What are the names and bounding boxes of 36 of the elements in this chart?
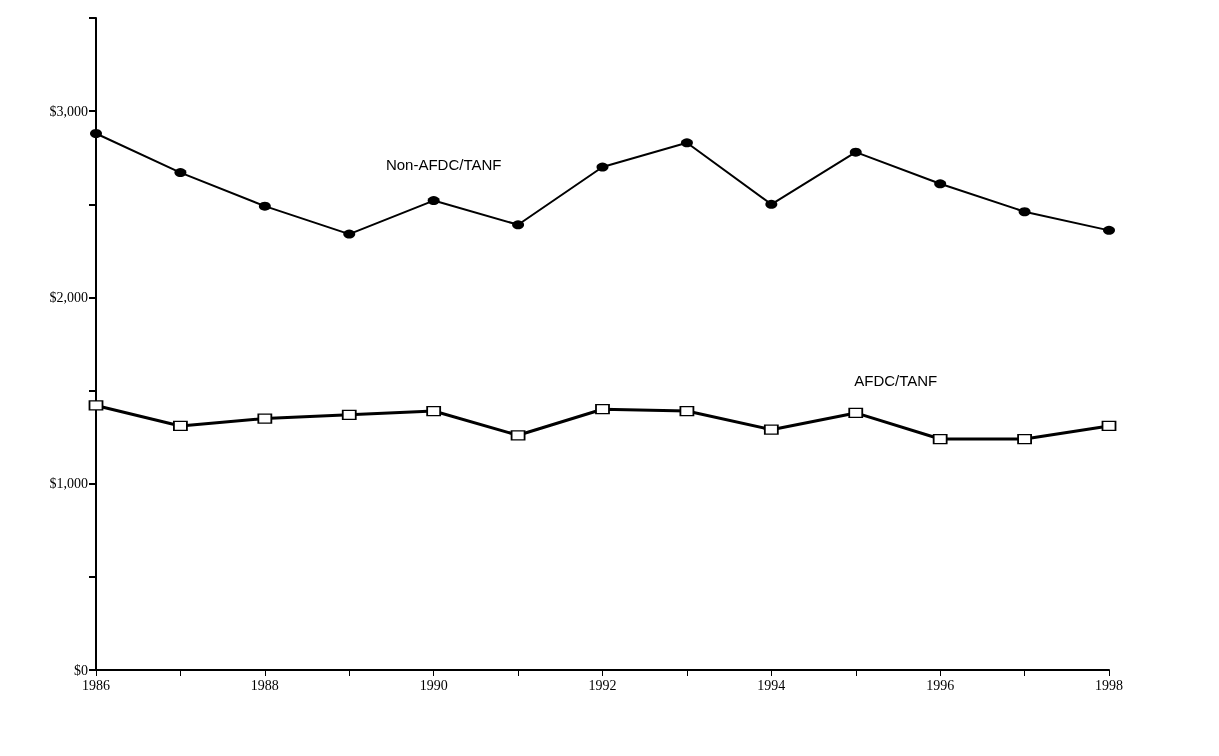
point bbox=[679, 405, 695, 417]
point bbox=[426, 405, 441, 417]
point bbox=[1101, 420, 1117, 432]
point bbox=[849, 147, 862, 157]
point bbox=[90, 129, 102, 138]
x-tick-label: 1994 bbox=[757, 677, 786, 693]
y-tick-label: $1,000 bbox=[49, 476, 88, 492]
point bbox=[932, 433, 948, 445]
point bbox=[765, 199, 778, 209]
point bbox=[342, 409, 357, 421]
point bbox=[596, 162, 609, 172]
y-tick-label: $3,000 bbox=[49, 103, 88, 119]
point bbox=[595, 403, 610, 415]
point bbox=[1017, 433, 1032, 445]
x-tick-label: 1998 bbox=[1095, 677, 1123, 693]
x-tick-label: 1990 bbox=[419, 677, 448, 693]
point bbox=[848, 407, 863, 419]
point bbox=[427, 196, 440, 206]
x-tick-label: 1986 bbox=[82, 677, 110, 693]
point bbox=[512, 220, 525, 230]
point bbox=[173, 420, 188, 432]
point bbox=[343, 229, 356, 239]
x-tick-label: 1988 bbox=[250, 677, 279, 693]
x-tick-label: 1992 bbox=[588, 677, 617, 693]
series-label: AFDC/TANF bbox=[854, 371, 938, 389]
point bbox=[680, 138, 693, 148]
x-tick-label: 1996 bbox=[926, 677, 955, 693]
point bbox=[764, 424, 779, 435]
y-tick-label: $2,000 bbox=[49, 289, 88, 305]
point bbox=[174, 168, 187, 178]
point bbox=[1018, 207, 1031, 217]
point bbox=[258, 201, 271, 211]
point bbox=[934, 179, 947, 189]
text: Non-AFDC/TANF bbox=[385, 156, 502, 174]
point bbox=[1103, 225, 1115, 235]
y-tick-label: $0 bbox=[74, 662, 88, 678]
